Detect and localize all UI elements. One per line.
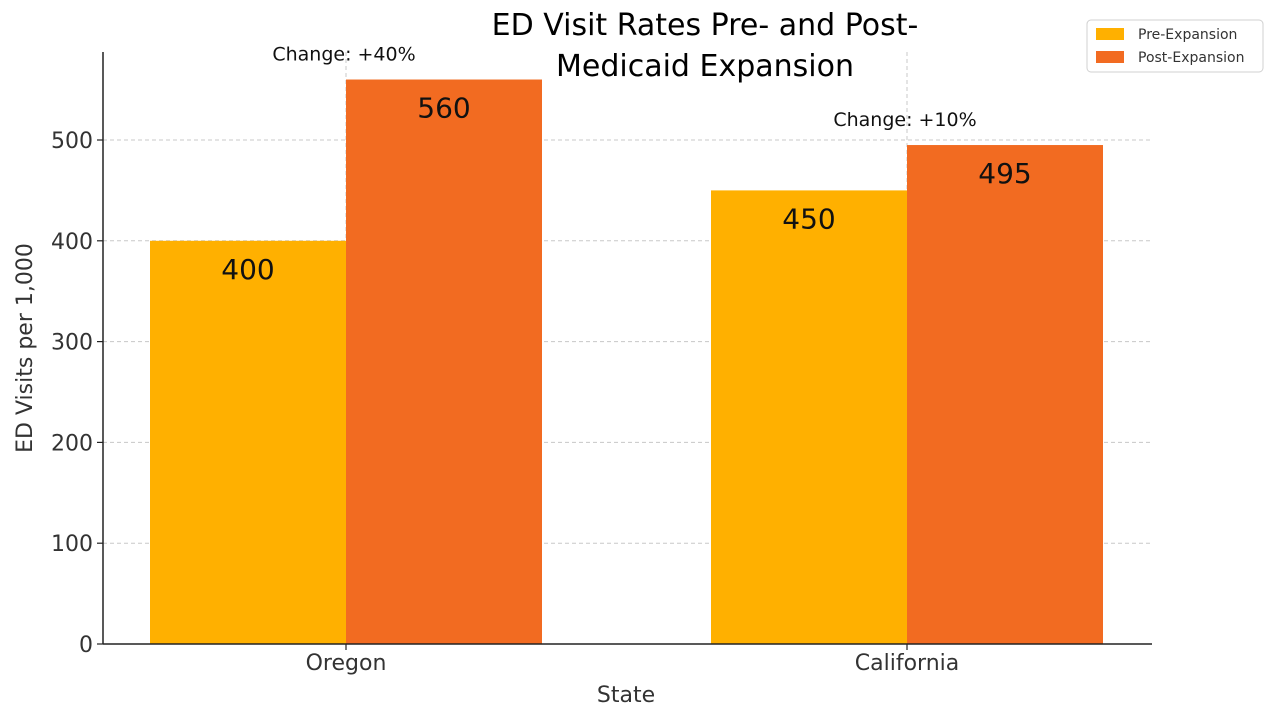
data-label-oregon-post-expansion: 560 [417, 92, 470, 125]
data-label-california-post-expansion: 495 [978, 157, 1031, 190]
y-axis-label: ED Visits per 1,000 [13, 243, 38, 453]
axes: 0 100 200 300 400 500 Oregon California [51, 52, 1152, 676]
data-label-oregon-pre-expansion: 400 [221, 253, 274, 286]
chart-title-line-1: ED Visit Rates Pre- and Post- [492, 8, 919, 43]
change-annotation-oregon: Change: +40% [272, 44, 415, 66]
change-annotation-california: Change: +10% [833, 109, 976, 131]
data-label-california-pre-expansion: 450 [782, 202, 835, 235]
x-tick-label-california: California [855, 651, 959, 676]
bar-oregon-post-expansion [346, 79, 542, 644]
legend-label-pre-expansion: Pre-Expansion [1138, 27, 1237, 43]
bar-california-pre-expansion [711, 190, 907, 644]
legend-label-post-expansion: Post-Expansion [1138, 50, 1244, 66]
x-tick-label-oregon: Oregon [306, 651, 387, 676]
legend-swatch-post-expansion [1096, 51, 1124, 63]
y-tick-label-200: 200 [51, 431, 93, 456]
y-tick-label-500: 500 [51, 129, 93, 154]
bars [150, 79, 1103, 645]
legend-frame [1086, 19, 1264, 73]
legend: Pre-Expansion Post-Expansion [1086, 19, 1264, 73]
y-tick-label-0: 0 [79, 633, 93, 658]
y-tick-label-300: 300 [51, 331, 93, 356]
x-axis-label: State [597, 683, 655, 708]
bar-california-post-expansion [907, 145, 1103, 645]
bar-oregon-pre-expansion [150, 240, 346, 645]
y-tick-label-400: 400 [51, 230, 93, 255]
data-labels: 400 450 560 495 Change: +40% Change: +10% [221, 44, 1031, 286]
chart-title-line-2: Medicaid Expansion [556, 49, 854, 84]
legend-swatch-pre-expansion [1096, 28, 1124, 40]
y-tick-label-100: 100 [51, 532, 93, 557]
